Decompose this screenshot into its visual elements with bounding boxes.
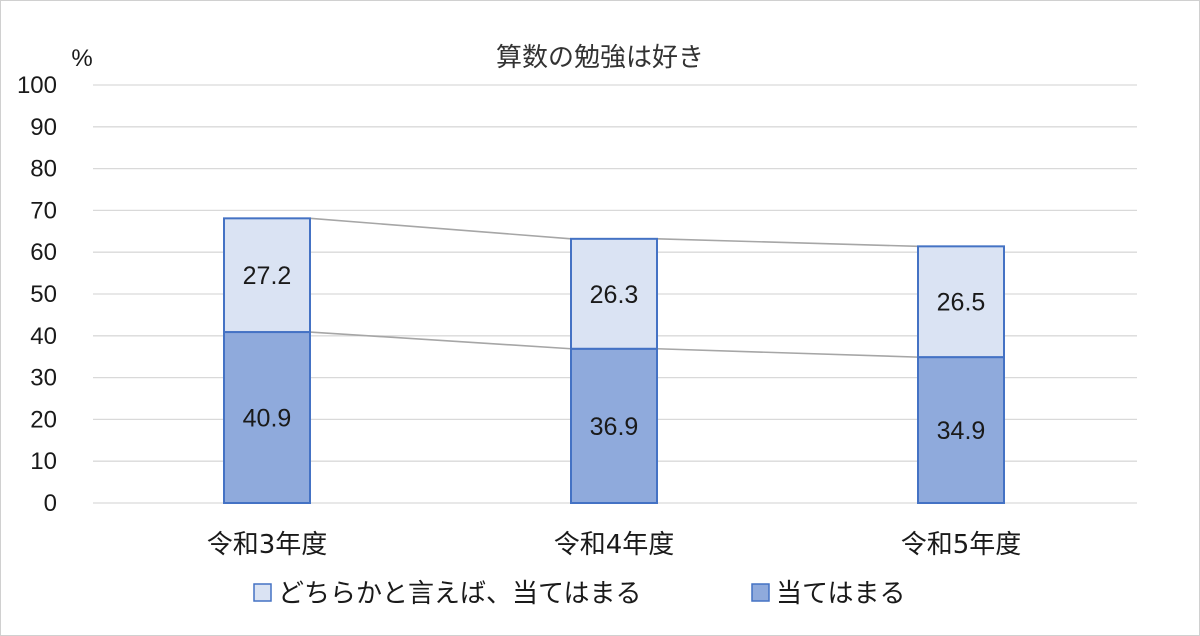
- chart-title: 算数の勉強は好き: [496, 43, 704, 73]
- data-label: 40.9: [243, 405, 292, 433]
- y-tick-label: 50: [30, 281, 57, 308]
- x-category-label: 令和4年度: [554, 530, 675, 560]
- x-category-label: 令和3年度: [207, 530, 328, 560]
- bar-segment-dochiraka: [570, 237, 658, 350]
- bar-segment-atehamaru: [570, 347, 658, 504]
- y-tick-label: 0: [44, 490, 57, 517]
- legend-swatch: [253, 583, 272, 602]
- y-tick-label: 60: [30, 239, 57, 266]
- bar-segment-atehamaru: [917, 356, 1005, 505]
- x-category-label: 令和5年度: [901, 530, 1022, 560]
- legend: どちらかと言えば、当てはまる 当てはまる: [253, 579, 905, 609]
- y-tick-label: 80: [30, 156, 57, 183]
- series-line-upper: [309, 217, 572, 240]
- bars: [223, 217, 1005, 505]
- bar-segment-atehamaru: [223, 331, 311, 504]
- y-tick-label: 20: [30, 406, 57, 433]
- y-tick-label: 10: [30, 448, 57, 475]
- x-axis-categories: 令和3年度 令和4年度 令和5年度: [207, 530, 1022, 560]
- y-tick-label: 30: [30, 365, 57, 392]
- series-line-upper: [656, 238, 919, 248]
- data-label: 26.3: [590, 281, 639, 309]
- data-label: 36.9: [590, 413, 639, 441]
- y-axis-ticks: 0 10 20 30 40 50 60 70 80 90 100: [17, 72, 57, 517]
- series-lines: [309, 217, 919, 358]
- y-tick-label: 40: [30, 323, 57, 350]
- series-line-lower: [309, 331, 572, 350]
- y-axis-unit-label: %: [71, 45, 92, 72]
- series-line-lower: [656, 347, 919, 358]
- bar-segment-dochiraka: [917, 245, 1005, 359]
- legend-label: 当てはまる: [776, 579, 905, 609]
- data-label: 26.5: [937, 289, 986, 317]
- data-label: 27.2: [243, 262, 292, 290]
- data-label: 34.9: [937, 417, 986, 445]
- legend-swatch: [751, 583, 770, 602]
- y-tick-label: 100: [17, 72, 57, 99]
- data-labels: 40.9 27.2 36.9 26.3 34.9 26.5: [243, 262, 986, 445]
- y-tick-label: 70: [30, 197, 57, 224]
- bar-segment-dochiraka: [223, 217, 311, 334]
- legend-label: どちらかと言えば、当てはまる: [278, 579, 641, 609]
- y-tick-label: 90: [30, 114, 57, 141]
